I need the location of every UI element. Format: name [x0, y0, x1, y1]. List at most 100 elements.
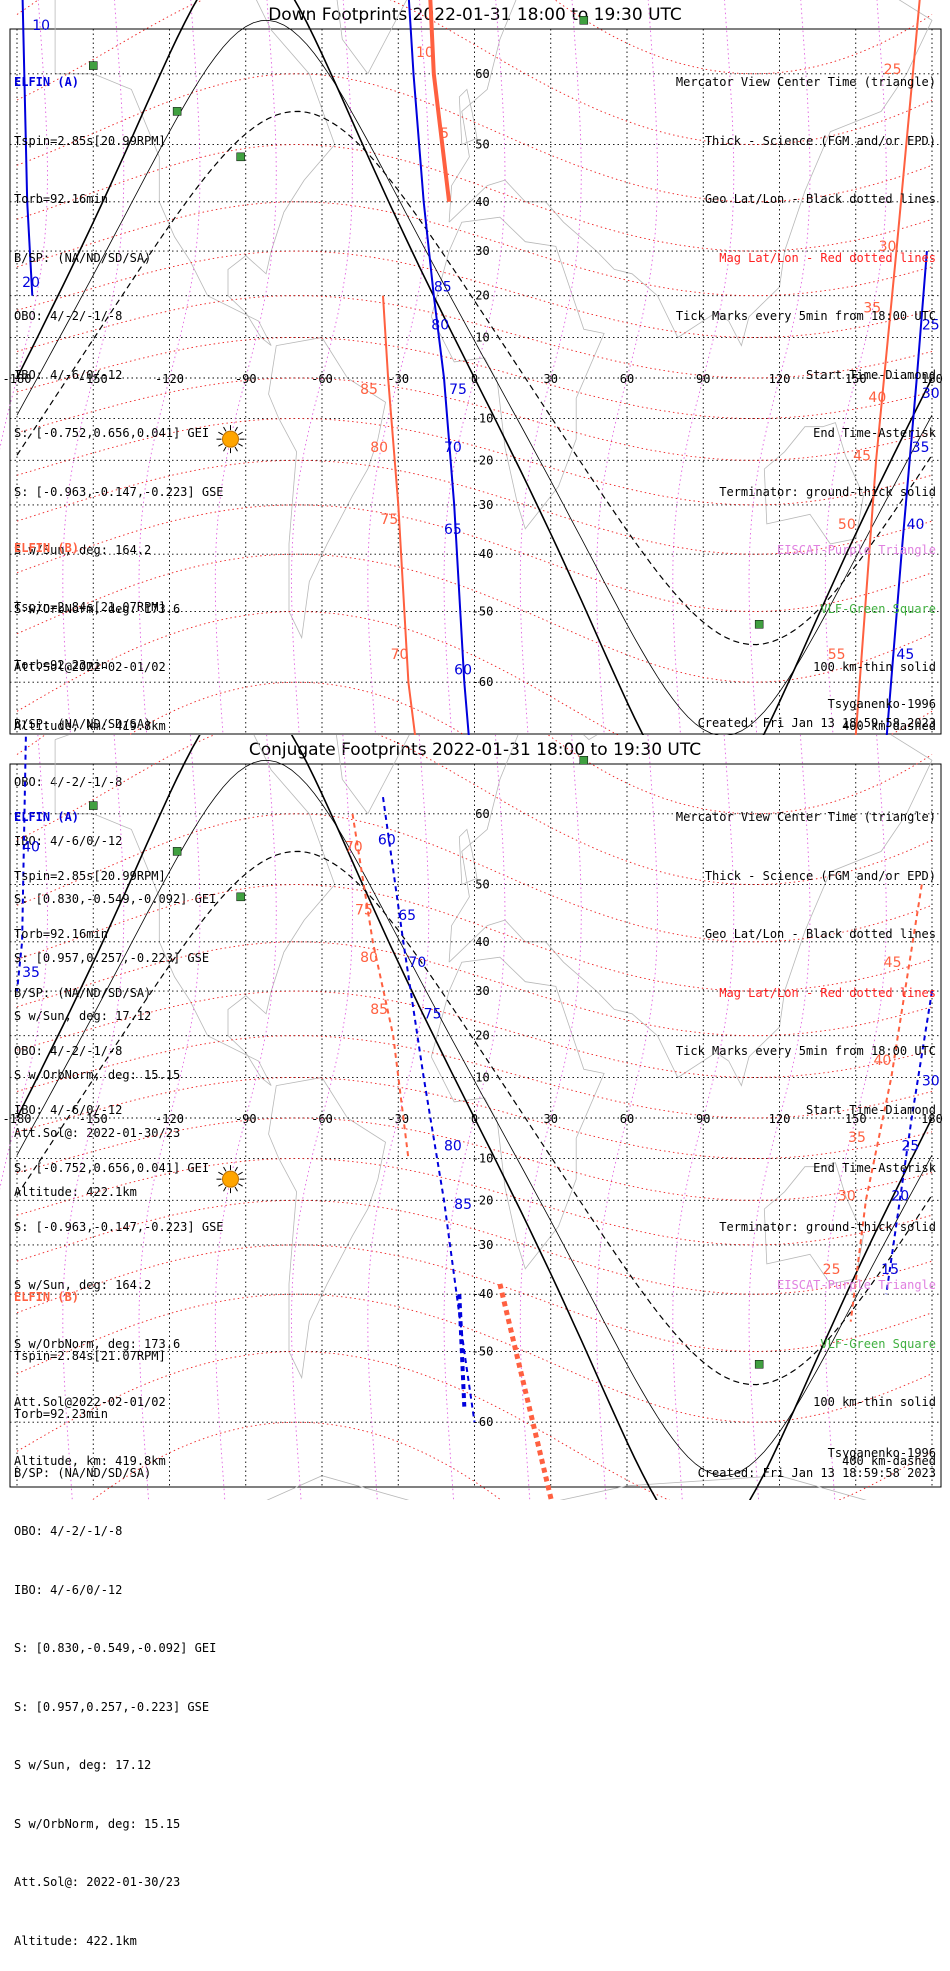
vlf-square [89, 801, 98, 810]
elfin-a-tick-label: 70 [444, 440, 462, 456]
elfin-a-line: Torb=92.16min [14, 927, 108, 941]
mag-parallel [16, 1117, 933, 1201]
elfin-b-tick-label: 70 [391, 647, 409, 663]
sun-ray [238, 1171, 243, 1176]
mag-meridian [748, 0, 811, 735]
elfin-a-tick-label: 35 [22, 965, 40, 981]
vlf-square [579, 16, 589, 25]
mag-parallel [16, 1199, 933, 1295]
elfin-a-line: IBO: 4/-6/0/-12 [14, 367, 123, 382]
elfin-b-tick-label: 50 [838, 517, 856, 533]
lat-label: 20 [475, 289, 489, 303]
elfin-a-tick-label: 85 [434, 279, 452, 295]
legend-400km: 400 km-dashed [842, 718, 936, 733]
lat-label: -20 [472, 453, 494, 467]
coastline [268, 337, 386, 640]
lon-label: -30 [387, 372, 409, 386]
coastline [458, 828, 478, 885]
elfin-b-name: ELFIN (B) [14, 1290, 80, 1304]
mag-parallel [16, 1077, 933, 1159]
map-frame [9, 763, 942, 1488]
elfin-b-name: ELFIN (B) [14, 541, 80, 555]
mag-grid [16, 735, 933, 1500]
mag-parallel [16, 1293, 933, 1423]
terminator-100km [16, 19, 933, 735]
elfin-a-tick-label: 60 [378, 832, 396, 848]
coastline [336, 735, 410, 815]
elfin-a-line: B/SP: (NA/ND/SD/SA) [14, 985, 152, 1000]
mag-meridian [748, 735, 811, 1500]
mag-parallel [16, 1035, 933, 1119]
elfin-b-line: Altitude: 422.1km [14, 1184, 137, 1199]
legend-vlf: VLF-Green Square [820, 1336, 936, 1351]
lat-label: -10 [472, 1152, 494, 1166]
mag-meridian [214, 735, 277, 1500]
lat-label: 30 [475, 244, 489, 258]
legend-mercator: Mercator View Center Time (triangle) [675, 810, 936, 824]
mag-meridian [672, 735, 735, 1500]
mag-parallel [16, 1158, 933, 1246]
geo-grid [10, 29, 941, 734]
elfin-a-tick-label: 40 [907, 517, 925, 533]
elfin-b-tick-label: 35 [848, 1130, 866, 1146]
mag-parallel [16, 144, 933, 252]
elfin-a-line: Att.Sol@2022-02-01/02 [14, 660, 166, 674]
mag-parallel [16, 990, 933, 1078]
elfin-b-line: IBO: 4/-6/0/-12 [14, 1582, 123, 1597]
mag-meridian [824, 735, 887, 1500]
legend-100km: 100 km-thin solid [813, 660, 936, 674]
elfin-b-tick-label: 25 [823, 1262, 841, 1278]
elfin-b-tick-label: 40 [868, 390, 886, 406]
vlf-square [236, 892, 245, 902]
elfin-a-info-conj: ELFIN (A) Tspin=2.85s[20.99RPM] Torb=92.… [14, 769, 224, 1491]
panel-title-down: Down Footprints 2022-01-31 18:00 to 19:3… [268, 5, 682, 25]
elfin-b-line: Torb=92.23min [14, 658, 108, 672]
created-label-conj: Created: Fri Jan 13 18:59:58 2023 [697, 1466, 936, 1480]
elfin-a-tick-label: 65 [398, 908, 416, 924]
elfin-b-tick-label: 75 [380, 512, 398, 528]
elfin-a-tick-label: 35 [912, 440, 930, 456]
elfin-b-tick-label: 75 [355, 902, 373, 918]
elfin-b-tick-label: 80 [360, 950, 378, 966]
sun-ray [234, 1166, 238, 1172]
created-label-down: Created: Fri Jan 13 18:59:58 2023 [697, 716, 936, 730]
legend-down: Mercator View Center Time (triangle) Thi… [676, 34, 936, 756]
lat-label: 50 [475, 138, 489, 152]
map-conj: -180 -150 -120 -90 -60 -30 0 30 60 90 120 150 180 -60… [0, 735, 943, 1500]
mag-meridian [62, 0, 125, 735]
elfin-a-line: S: [-0.963,-0.147,-0.223] GSE [14, 484, 224, 499]
elfin-b-track-east [854, 0, 921, 735]
mag-parallel [16, 459, 933, 555]
lon-label: -30 [387, 1112, 409, 1126]
sun-disk [222, 430, 239, 448]
coastline [54, 0, 336, 346]
elfin-a-tick-label: 25 [902, 1138, 920, 1154]
mag-meridian [367, 0, 430, 735]
mag-meridian [596, 735, 658, 1500]
lon-label: 0 [471, 1112, 478, 1126]
sun-ray [238, 443, 243, 447]
lat-label: 60 [475, 807, 489, 821]
lon-label: -60 [311, 372, 333, 386]
lon-label: 150 [845, 1112, 867, 1126]
lat-label: -50 [472, 1344, 494, 1358]
elfin-a-tick-label: 40 [22, 839, 40, 855]
terminator-400km [16, 850, 933, 1386]
mag-meridian [214, 0, 277, 735]
elfin-b-tick-label: 35 [863, 301, 881, 317]
sun-ray [234, 426, 238, 432]
elfin-a-line: Torb=92.16min [14, 192, 108, 206]
elfin-a-line: Att.Sol@2022-02-01/02 [14, 1395, 166, 1409]
elfin-b-line: Altitude: 422.1km [14, 1933, 137, 1948]
elfin-b-line: S: [0.830,-0.549,-0.092] GEI [14, 1641, 217, 1655]
vlf-square [172, 107, 182, 116]
legend-terminator: Terminator: ground-thick solid [719, 484, 936, 499]
elfin-a-line: Tspin=2.85s[20.99RPM] [14, 868, 166, 883]
elfin-b-line: Torb=92.23min [14, 1407, 108, 1421]
mag-meridian [367, 735, 430, 1500]
lat-label: -50 [472, 604, 494, 618]
lat-label: -40 [472, 547, 494, 561]
elfin-a-line: S: [-0.752,0.656,0.041] GEI [14, 426, 210, 440]
legend-100km: 100 km-thin solid [813, 1395, 936, 1409]
sun-disk [222, 1170, 239, 1188]
